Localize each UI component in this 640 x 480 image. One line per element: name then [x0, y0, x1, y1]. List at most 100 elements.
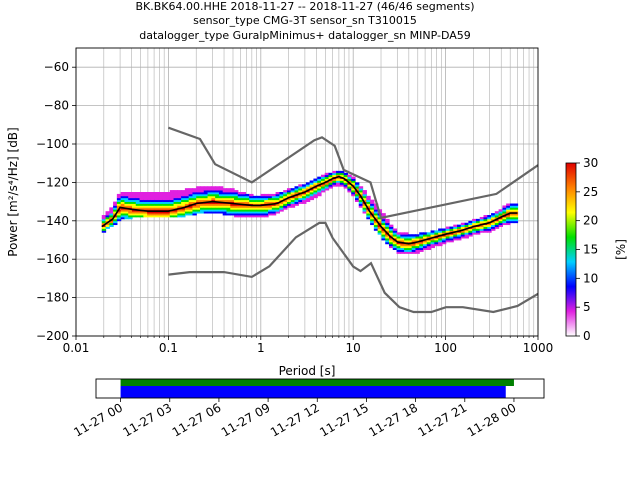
- density-cell: [370, 216, 375, 220]
- density-cell: [434, 243, 439, 247]
- density-cell: [135, 195, 141, 199]
- density-cell: [305, 188, 311, 191]
- density-cell: [211, 203, 216, 206]
- density-cell: [438, 228, 443, 231]
- density-cell: [215, 193, 220, 197]
- density-cell: [430, 232, 435, 235]
- density-cell: [177, 201, 182, 204]
- density-cell: [120, 203, 126, 206]
- density-cell: [234, 201, 239, 204]
- density-cell: [460, 232, 466, 235]
- density-cell: [302, 190, 307, 193]
- density-cell: [396, 240, 401, 243]
- density-cell: [230, 207, 235, 210]
- density-cell: [506, 222, 511, 226]
- density-cell: [162, 195, 167, 199]
- density-cell: [260, 215, 265, 218]
- density-cell: [347, 186, 352, 189]
- density-cell: [147, 213, 152, 216]
- title-line-2: sensor_type CMG-3T sensor_sn T310015: [193, 14, 417, 27]
- density-cell: [222, 193, 228, 197]
- density-cell: [158, 213, 163, 216]
- density-cell: [116, 193, 122, 197]
- density-cell: [513, 209, 519, 212]
- density-cell: [324, 176, 330, 179]
- density-cell: [366, 199, 371, 202]
- density-cell: [396, 241, 401, 245]
- density-cell: [354, 186, 360, 189]
- density-cell: [419, 245, 424, 249]
- density-cell: [260, 205, 265, 208]
- density-cell: [211, 201, 216, 204]
- density-cell: [392, 247, 398, 250]
- density-cell: [339, 170, 345, 174]
- density-cell: [181, 193, 186, 197]
- density-cell: [377, 230, 383, 233]
- density-cell: [381, 220, 386, 224]
- density-cell: [457, 238, 462, 241]
- density-cell: [294, 195, 299, 199]
- density-cell: [116, 201, 122, 204]
- density-cell: [203, 197, 209, 201]
- coverage-tick-label: 11-27 12: [268, 400, 322, 439]
- density-cell: [377, 232, 383, 235]
- density-cell: [279, 201, 284, 204]
- density-cell: [336, 172, 341, 176]
- density-cell: [370, 205, 375, 208]
- density-cell: [196, 188, 201, 191]
- density-cell: [298, 190, 303, 193]
- density-cell: [139, 192, 144, 195]
- density-cell: [116, 215, 122, 218]
- density-cell: [407, 245, 413, 249]
- density-cell: [305, 197, 311, 201]
- density-cell: [237, 195, 243, 199]
- density-cell: [487, 224, 492, 227]
- density-cell: [200, 192, 205, 195]
- density-cell: [158, 192, 163, 195]
- density-cell: [184, 197, 190, 201]
- density-cell: [498, 211, 503, 214]
- density-cell: [222, 190, 228, 193]
- density-cell: [494, 215, 500, 218]
- density-cell: [207, 207, 212, 210]
- density-cell: [264, 213, 269, 216]
- density-cell: [487, 230, 492, 233]
- density-cell: [385, 220, 390, 224]
- density-cell: [460, 236, 466, 239]
- density-cell: [268, 193, 273, 197]
- density-cell: [279, 203, 284, 206]
- density-cell: [184, 193, 190, 197]
- density-cell: [207, 203, 212, 206]
- density-cell: [154, 207, 160, 210]
- density-cell: [336, 182, 341, 185]
- density-cell: [173, 192, 178, 195]
- density-cell: [434, 232, 439, 235]
- density-cell: [166, 207, 171, 210]
- density-cell: [101, 220, 107, 224]
- plot-frame: [75, 47, 539, 337]
- density-cell: [188, 190, 194, 193]
- density-cell: [434, 230, 439, 233]
- density-cell: [154, 192, 160, 195]
- density-cell: [468, 234, 473, 237]
- density-cell: [373, 211, 379, 214]
- density-cell: [385, 230, 390, 233]
- density-cell: [192, 188, 197, 191]
- density-cell: [275, 211, 280, 214]
- density-cell: [120, 216, 126, 220]
- density-cell: [203, 205, 209, 208]
- density-cell: [131, 199, 137, 202]
- density-cell: [388, 232, 394, 235]
- density-cell: [226, 188, 231, 191]
- density-cell: [192, 201, 197, 204]
- density-cell: [339, 178, 345, 181]
- y-tick-label: −200: [36, 329, 69, 343]
- density-cell: [468, 228, 473, 231]
- density-cell: [407, 249, 413, 252]
- y-tick-label: −100: [36, 137, 69, 151]
- density-cell: [475, 232, 481, 235]
- density-cell: [373, 220, 379, 224]
- density-cell: [286, 205, 292, 208]
- density-cell: [366, 216, 371, 220]
- density-cell: [498, 218, 503, 222]
